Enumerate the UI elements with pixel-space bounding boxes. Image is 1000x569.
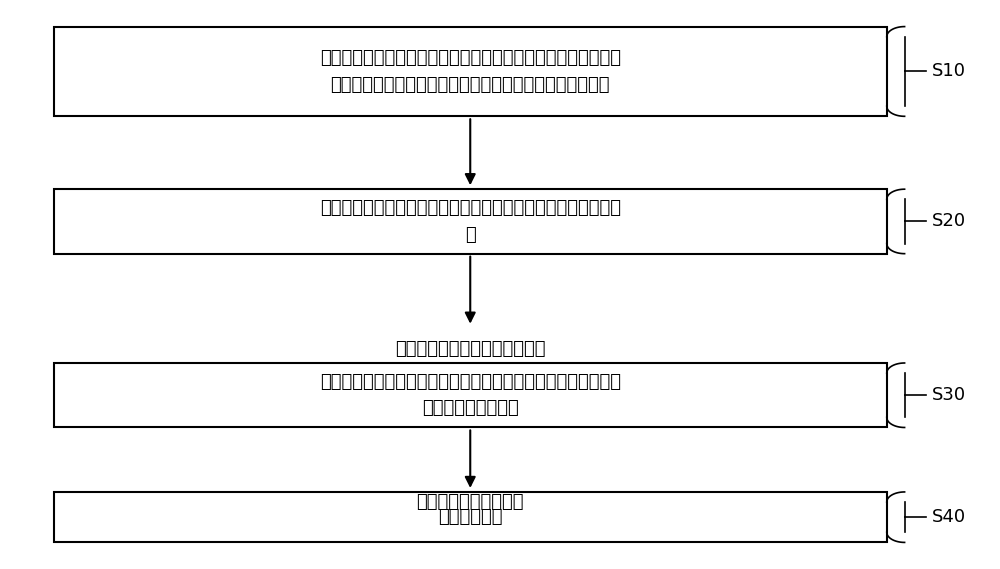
Text: 根据所述支付账户预设的各支付方式优先级，选择支付方式进行
所述停车费用的收取: 根据所述支付账户预设的各支付方式优先级，选择支付方式进行 所述停车费用的收取 (320, 373, 621, 418)
FancyBboxPatch shape (54, 27, 887, 116)
Text: 在车辆出场时，识别所述车辆的车牌号，并根据所述车牌号查询
数据库获取所述车辆的入场信息，计算所述车辆的停车费用: 在车辆出场时，识别所述车辆的车牌号，并根据所述车牌号查询 数据库获取所述车辆的入… (320, 50, 621, 94)
Text: S40: S40 (931, 508, 966, 526)
Text: S30: S30 (931, 386, 966, 404)
Text: 获取所述车牌号预先绑定的支付账户，及所述支付账户的支付限
额: 获取所述车牌号预先绑定的支付账户，及所述支付账户的支付限 额 (320, 199, 621, 244)
Text: 所述支付限额超过所述停车费用: 所述支付限额超过所述停车费用 (395, 340, 546, 358)
Text: S10: S10 (931, 63, 965, 80)
Text: S20: S20 (931, 212, 966, 230)
FancyBboxPatch shape (54, 363, 887, 427)
Text: 成功收取所述停车费用: 成功收取所述停车费用 (416, 493, 524, 511)
Text: 放行所述车辆: 放行所述车辆 (438, 508, 503, 526)
FancyBboxPatch shape (54, 189, 887, 254)
FancyBboxPatch shape (54, 492, 887, 542)
